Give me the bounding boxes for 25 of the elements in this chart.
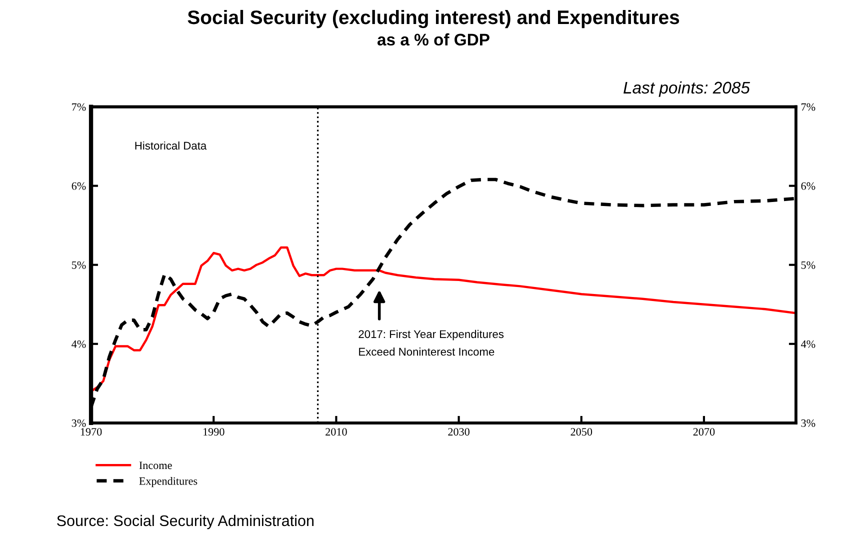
line-series [91, 246, 796, 392]
x-tick-label: 2010 [326, 428, 347, 436]
x-tick-label: 2030 [448, 428, 470, 436]
y-tick-label: 3% [72, 419, 86, 427]
x-tick-label: 1970 [80, 428, 102, 436]
source-note: Source: Social Security Administration [57, 514, 314, 530]
y2-tick-label: 7% [802, 103, 816, 111]
y2-tick-label: 5% [801, 261, 816, 269]
y-tick-label: 6% [72, 182, 86, 190]
chart-subtitle: as a % of GDP [377, 33, 490, 46]
chart-title: Social Security (excluding interest) and Expenditures [188, 10, 680, 28]
legend-label: Income [139, 462, 172, 470]
x-tick-label: 1990 [203, 428, 224, 436]
y2-tick-label: 3% [801, 419, 816, 427]
annotation: Historical Data [135, 141, 207, 150]
y-tick-label: 5% [72, 261, 86, 269]
y2-tick-label: 6% [801, 182, 816, 190]
y2-tick-label: 4% [800, 340, 816, 348]
y-tick-label: 7% [72, 103, 86, 111]
x-tick-label: 2050 [570, 428, 592, 436]
x-tick-label: 2070 [693, 428, 715, 436]
y-tick-label: 4% [72, 340, 86, 348]
text: Last points: 2085 [624, 81, 750, 97]
annotation: 2017: First Year Expenditures Exceed Noninterest Income [358, 330, 504, 356]
legend-label: Expenditures [139, 476, 198, 488]
